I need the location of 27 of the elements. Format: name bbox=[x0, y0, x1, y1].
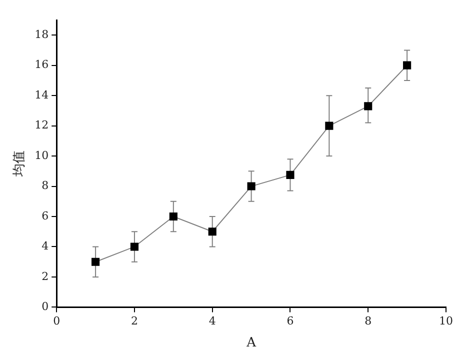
x-tick-label: 2 bbox=[130, 314, 138, 328]
x-tick-label: 6 bbox=[286, 314, 294, 328]
point bbox=[130, 242, 139, 251]
point bbox=[169, 212, 178, 221]
y-tick-label: 12 bbox=[34, 118, 49, 132]
x-axis-title: A bbox=[246, 336, 257, 351]
y-tick-label: 4 bbox=[42, 240, 49, 253]
point bbox=[325, 122, 334, 130]
point bbox=[364, 102, 372, 110]
point bbox=[403, 61, 412, 70]
point bbox=[208, 228, 216, 236]
point bbox=[286, 170, 294, 179]
y-axis-title: 均值 bbox=[12, 150, 28, 178]
x-tick-label: 4 bbox=[208, 314, 216, 328]
y-tick-label: 14 bbox=[34, 88, 49, 102]
y-tick-label: 8 bbox=[42, 179, 49, 192]
x-tick-label: 8 bbox=[364, 314, 372, 328]
y-tick-label: 10 bbox=[34, 148, 49, 162]
x-tick-label: 10 bbox=[439, 314, 453, 328]
y-tick-label: 0 bbox=[42, 300, 49, 314]
x-tick-label: 0 bbox=[53, 314, 60, 328]
y-tick-label: 18 bbox=[34, 28, 49, 41]
y-tick-label: 2 bbox=[42, 270, 49, 283]
point bbox=[247, 182, 256, 190]
point bbox=[92, 258, 100, 266]
y-tick-label: 16 bbox=[34, 58, 49, 72]
y-tick-label: 6 bbox=[42, 209, 49, 222]
